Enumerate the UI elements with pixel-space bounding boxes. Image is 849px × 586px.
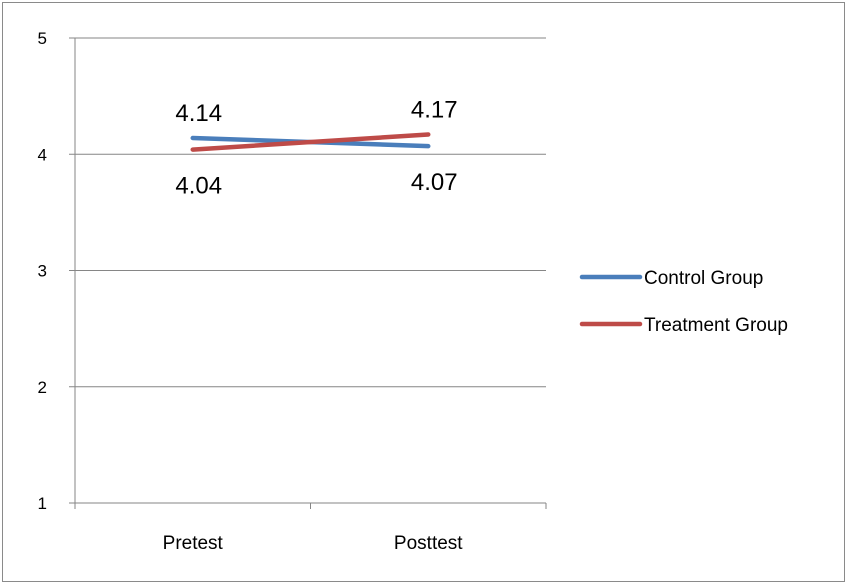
series-lines — [190, 132, 431, 152]
y-tick-label: 4 — [38, 145, 47, 164]
y-tick-label: 2 — [38, 378, 47, 397]
x-tick-label: Posttest — [394, 533, 463, 554]
gridlines — [75, 37, 546, 388]
data-labels: 4.14 4.07 4.04 4.17 — [175, 96, 457, 199]
data-label: 4.04 — [175, 173, 222, 200]
y-tick-label: 3 — [38, 262, 47, 281]
axes — [69, 37, 547, 509]
data-label: 4.14 — [175, 100, 222, 127]
x-tick-labels: Pretest Posttest — [163, 533, 464, 554]
y-tick-label: 5 — [38, 29, 47, 48]
x-tick-label: Pretest — [163, 533, 224, 554]
legend: Control Group Treatment Group — [579, 268, 788, 336]
legend-label: Treatment Group — [644, 315, 788, 336]
y-tick-label: 1 — [38, 494, 47, 513]
data-label: 4.07 — [411, 169, 458, 196]
data-label: 4.17 — [411, 96, 458, 123]
series-line-treatment-group — [190, 132, 431, 152]
y-tick-labels: 1 2 3 4 5 — [38, 29, 47, 513]
legend-label: Control Group — [644, 268, 763, 289]
